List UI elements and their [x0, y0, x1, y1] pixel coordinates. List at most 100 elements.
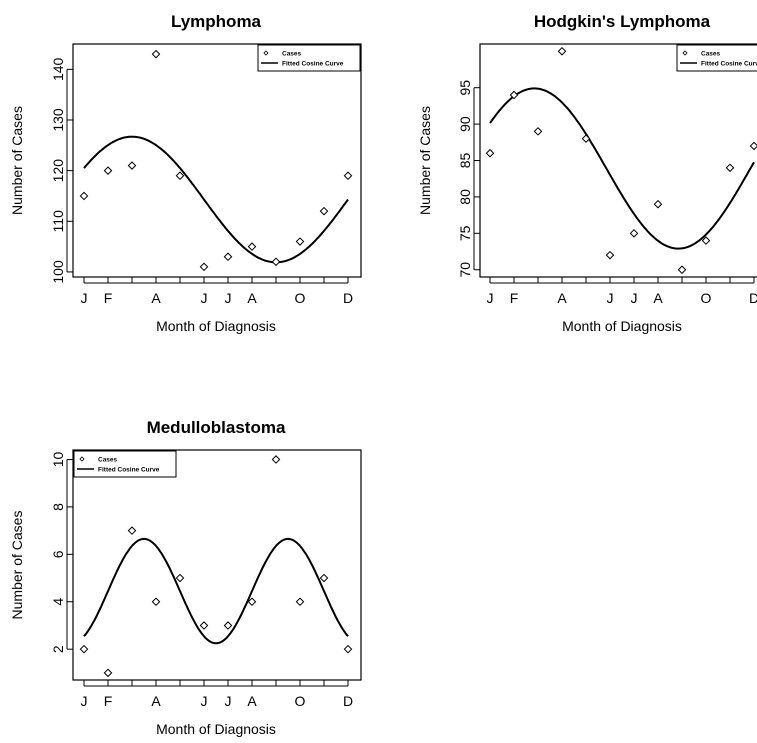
medulloblastoma-case-point — [175, 573, 185, 583]
y-axis-label: Number of Cases — [9, 106, 25, 215]
medulloblastoma-case-point — [247, 597, 257, 607]
hodgkin-s-lymphoma-case-point — [653, 199, 663, 209]
x-tick-label: J — [487, 290, 494, 306]
hodgkin-s-lymphoma-case-point — [485, 148, 495, 158]
y-tick-label: 140 — [50, 57, 66, 81]
legend-marker-cases — [682, 50, 688, 56]
medulloblastoma-case-point — [319, 573, 329, 583]
x-tick-label: J — [225, 290, 232, 306]
x-tick-label: O — [295, 290, 306, 306]
hodgkin-s-lymphoma-case-point — [605, 250, 615, 260]
plot-area: Cases Fitted Cosine Curve — [73, 450, 353, 678]
legend: Cases Fitted Cosine Curve — [676, 44, 757, 72]
medulloblastoma-case-point — [151, 597, 161, 607]
legend-label-fitted-curve: Fitted Cosine Curve — [701, 61, 757, 68]
y-tick-label: 120 — [50, 159, 66, 183]
x-tick-label: O — [701, 290, 712, 306]
y-tick-label: 6 — [50, 550, 66, 558]
hodgkin-s-lymphoma-case-point — [725, 163, 735, 173]
chart-title: Hodgkin's Lymphoma — [534, 12, 711, 31]
lymphoma-case-point — [175, 171, 185, 181]
hodgkin-s-lymphoma-case-point — [533, 127, 543, 136]
medulloblastoma-case-point — [79, 644, 89, 654]
lymphoma-case-point — [247, 242, 257, 251]
x-tick-label: A — [653, 290, 663, 306]
x-tick-label: F — [104, 290, 113, 306]
lymphoma-case-point — [223, 252, 233, 262]
legend-label-fitted-curve: Fitted Cosine Curve — [98, 467, 160, 474]
legend-box — [257, 44, 361, 72]
lymphoma-case-point — [319, 206, 329, 216]
x-tick-label: J — [81, 290, 88, 306]
medulloblastoma-case-point — [103, 668, 113, 678]
y-tick-label: 90 — [457, 116, 473, 132]
legend-marker-cases — [79, 456, 85, 462]
y-tick-label: 2 — [50, 645, 66, 653]
x-tick-label: A — [151, 290, 161, 306]
legend-marker-cases — [263, 50, 269, 56]
lymphoma-fitted-cosine-curve — [83, 135, 349, 264]
hodgkin-s-lymphoma-case-point — [509, 90, 519, 100]
y-axis-label: Number of Cases — [9, 511, 25, 620]
x-tick-label: A — [247, 290, 257, 306]
lymphoma-case-point — [79, 191, 89, 201]
medulloblastoma-case-point — [127, 526, 137, 535]
x-tick-label: D — [343, 290, 353, 306]
y-tick-label: 100 — [50, 260, 66, 284]
hodgkin-s-lymphoma-case-point — [701, 236, 711, 245]
x-axis-label: Month of Diagnosis — [156, 318, 276, 334]
x-tick-label: F — [104, 693, 113, 709]
lymphoma-case-point — [151, 49, 161, 59]
medulloblastoma-fitted-cosine-curve — [83, 537, 349, 645]
x-tick-label: A — [151, 693, 161, 709]
x-tick-label: D — [343, 693, 353, 709]
lymphoma-case-point — [127, 161, 137, 170]
y-tick-label: 95 — [457, 80, 473, 96]
x-tick-label: J — [225, 693, 232, 709]
x-tick-label: O — [295, 693, 306, 709]
x-tick-label: J — [201, 693, 208, 709]
lymphoma-case-point — [295, 237, 305, 246]
x-axis-label: Month of Diagnosis — [156, 721, 276, 737]
y-tick-label: 70 — [457, 262, 473, 278]
x-tick-label: J — [81, 693, 88, 709]
hodgkin-s-lymphoma-case-point — [677, 265, 687, 275]
lymphoma-case-point — [271, 257, 281, 267]
hodgkin-s-lymphoma-case-point — [581, 134, 591, 143]
y-tick-label: 8 — [50, 503, 66, 511]
legend: Cases Fitted Cosine Curve — [257, 44, 361, 72]
y-tick-label: 75 — [457, 225, 473, 241]
y-tick-label: 80 — [457, 189, 473, 205]
legend-label-cases: Cases — [282, 51, 302, 58]
hodgkin-s-lymphoma-case-point — [557, 46, 567, 56]
y-axis-label: Number of Cases — [417, 106, 433, 215]
lymphoma-case-point — [103, 166, 113, 175]
x-tick-label: A — [247, 693, 257, 709]
legend-box — [676, 44, 757, 72]
y-tick-label: 4 — [50, 598, 66, 606]
x-tick-label: J — [631, 290, 638, 306]
x-tick-label: F — [510, 290, 519, 306]
hodgkin-s-lymphoma-case-point — [749, 141, 757, 151]
medulloblastoma-case-point — [271, 455, 281, 464]
legend-label-fitted-curve: Fitted Cosine Curve — [282, 61, 344, 68]
y-tick-label: 110 — [50, 210, 66, 233]
legend: Cases Fitted Cosine Curve — [73, 450, 177, 478]
x-tick-label: J — [607, 290, 614, 306]
plot-frame — [479, 43, 757, 278]
chart-title: Lymphoma — [171, 12, 262, 31]
y-tick-label: 85 — [457, 153, 473, 169]
medulloblastoma-case-point — [343, 644, 353, 654]
legend-label-cases: Cases — [701, 51, 721, 58]
hodgkin-s-lymphoma-fitted-cosine-curve — [489, 87, 755, 250]
lymphoma-case-point — [343, 171, 353, 181]
lymphoma-case-point — [199, 262, 209, 272]
medulloblastoma-case-point — [223, 621, 233, 630]
x-axis-label: Month of Diagnosis — [562, 318, 682, 334]
y-tick-label: 130 — [50, 108, 66, 132]
medulloblastoma-case-point — [295, 597, 305, 607]
